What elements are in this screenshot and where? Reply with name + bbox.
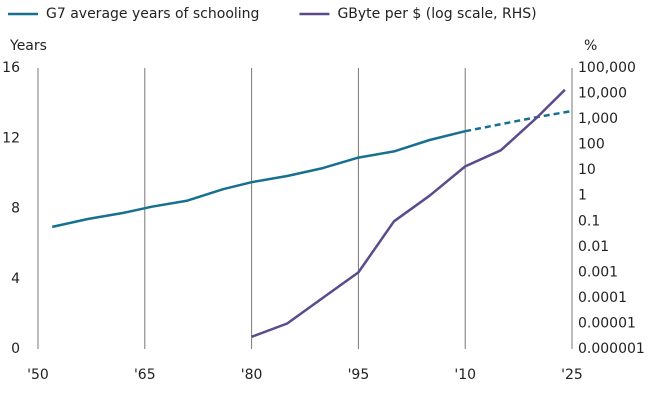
y2-tick-label: 0.000001 bbox=[578, 341, 645, 357]
x-tick-label: '50 bbox=[27, 367, 49, 383]
y-tick-label: 16 bbox=[2, 60, 20, 76]
y2-tick-label: 10,000 bbox=[578, 86, 627, 102]
y2-tick-label: 0.01 bbox=[578, 239, 609, 255]
y2-tick-label: 0.0001 bbox=[578, 290, 627, 306]
y2-tick-label: 1 bbox=[578, 188, 587, 204]
y-tick-label: 4 bbox=[11, 271, 20, 287]
y-tick-label: 8 bbox=[11, 201, 20, 217]
y2-tick-label: 1,000 bbox=[578, 111, 618, 127]
x-tick-label: '80 bbox=[241, 367, 263, 383]
x-tick-label: '95 bbox=[348, 367, 370, 383]
x-tick-label: '25 bbox=[561, 367, 583, 383]
series-line bbox=[464, 109, 573, 133]
legend-label: GByte per $ (log scale, RHS) bbox=[337, 6, 536, 22]
y-axis-title: Years bbox=[9, 38, 47, 54]
y2-tick-label: 10 bbox=[578, 162, 596, 178]
y2-tick-label: 0.00001 bbox=[578, 315, 636, 331]
y2-axis-title: % bbox=[584, 38, 597, 54]
series-line bbox=[51, 129, 466, 229]
y-tick-label: 12 bbox=[2, 130, 20, 146]
y2-tick-label: 0.001 bbox=[578, 264, 618, 280]
y-tick-label: 0 bbox=[11, 341, 20, 357]
y2-tick-label: 0.1 bbox=[578, 213, 600, 229]
x-tick-label: '10 bbox=[454, 367, 476, 383]
x-tick-label: '65 bbox=[134, 367, 156, 383]
y2-tick-label: 100,000 bbox=[578, 60, 636, 76]
y2-tick-label: 100 bbox=[578, 137, 605, 153]
legend-label: G7 average years of schooling bbox=[46, 6, 259, 22]
series-line bbox=[251, 88, 566, 338]
